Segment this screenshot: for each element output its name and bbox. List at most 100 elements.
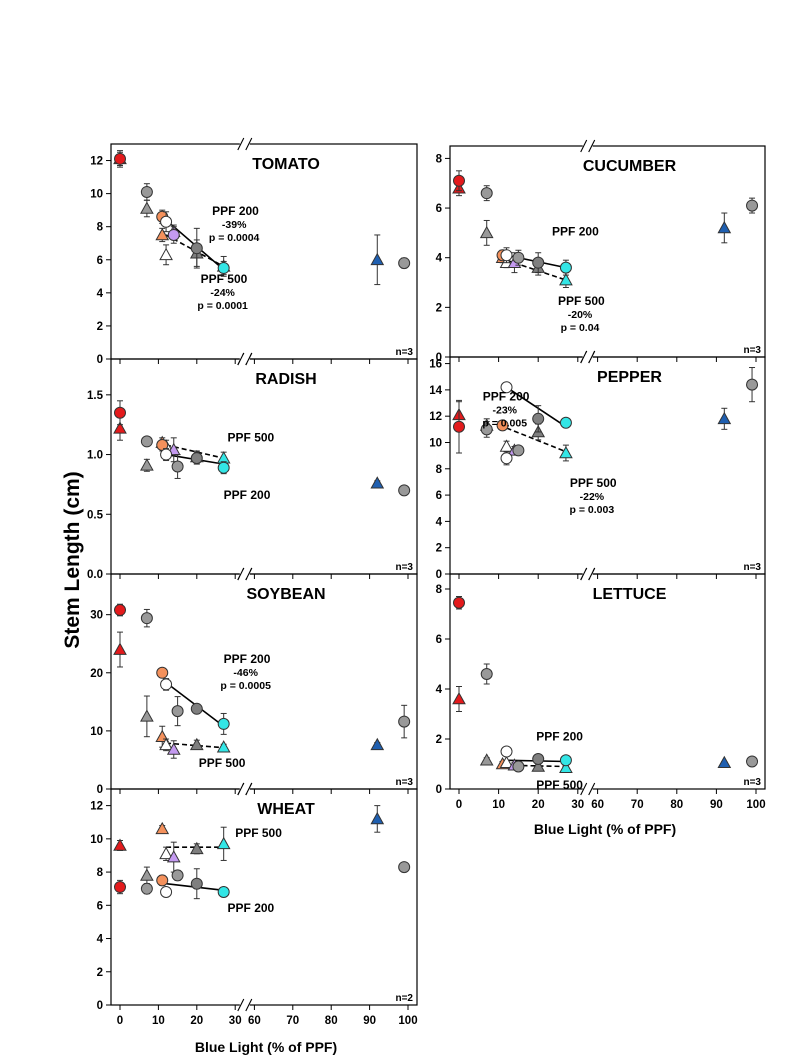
y-tick-label: 10 — [429, 437, 442, 449]
panel-title: TOMATO — [252, 156, 320, 173]
sample-size-label: n=3 — [743, 562, 761, 573]
x-tick-label: 60 — [248, 1015, 261, 1027]
annotation-stat: -22% — [580, 491, 605, 503]
y-tick-label: 1.0 — [87, 450, 103, 462]
axis-break-mark — [580, 567, 588, 581]
y-tick-label: 2 — [436, 734, 442, 746]
data-point-triangle — [113, 642, 127, 655]
axis-break-gap-top — [239, 570, 250, 578]
plot-frame — [110, 788, 418, 1006]
data-point-triangle — [370, 737, 385, 751]
annotation-label: PPF 200 — [224, 488, 271, 502]
data-point-circle — [453, 174, 465, 187]
x-tick-label: 80 — [325, 1015, 338, 1027]
data-point-triangle — [189, 841, 204, 855]
panel-title: CUCUMBER — [583, 158, 677, 175]
y-tick-label: 4 — [436, 684, 443, 696]
data-point-circle — [160, 886, 173, 899]
panel-radish: 0.0 0.5 1.0 1.5 RADISH n=3 PPF 500 PPF 200 — [87, 352, 418, 581]
data-point-circle — [532, 256, 545, 269]
axis-break-gap-bottom — [239, 1001, 250, 1009]
y-tick-label: 0 — [97, 1000, 103, 1012]
annotation-label: PPF 200 — [552, 224, 599, 238]
data-point-circle — [140, 435, 153, 448]
annotation-label: PPF 500 — [235, 826, 282, 840]
data-point-triangle — [717, 220, 732, 234]
y-tick-label: 4 — [436, 253, 443, 265]
axis-break-mark — [237, 998, 245, 1012]
axis-break-mark — [237, 352, 245, 366]
data-point-circle — [190, 877, 203, 890]
annotation-label: PPF 200 — [536, 729, 583, 743]
x-tick-label: 30 — [571, 799, 584, 811]
axis-break-mark — [588, 782, 596, 796]
data-point-circle — [746, 199, 759, 212]
plot-frame — [110, 143, 418, 360]
data-point-circle — [217, 886, 230, 899]
data-point-triangle — [216, 836, 231, 850]
annotation-label: PPF 200 — [224, 652, 271, 666]
plot-frame — [449, 145, 766, 358]
data-point-circle — [500, 452, 513, 465]
axis-break-gap-top — [582, 570, 593, 578]
axis-break-gap-top — [582, 142, 593, 150]
sample-size-label: n=3 — [743, 777, 761, 788]
y-tick-label: 0 — [436, 784, 442, 796]
x-tick-label: 10 — [152, 1015, 165, 1027]
y-tick-label: 14 — [429, 385, 442, 397]
x-tick-label: 100 — [398, 1015, 417, 1027]
axis-break-gap-top — [582, 353, 593, 361]
data-point-triangle — [140, 201, 154, 214]
x-tick-label: 0 — [456, 799, 462, 811]
fit-line-ppf-200 — [506, 386, 567, 428]
data-point-triangle — [559, 273, 573, 286]
data-point-circle — [500, 745, 513, 758]
y-tick-label: 8 — [436, 153, 443, 165]
annotation-label: PPF 500 — [558, 294, 605, 308]
axis-break-mark — [588, 350, 596, 364]
data-point-circle — [190, 702, 203, 715]
annotation-stat: -39% — [222, 219, 247, 231]
fit-line-ppf-500 — [506, 427, 567, 453]
axis-break-mark — [245, 567, 253, 581]
data-point-circle — [512, 444, 525, 457]
y-tick-label: 12 — [429, 411, 442, 423]
y-tick-label: 8 — [97, 867, 104, 879]
y-tick-label: 6 — [97, 255, 103, 267]
data-point-circle — [453, 596, 465, 609]
annotation-stat: -20% — [568, 309, 593, 321]
data-point-triangle — [370, 811, 385, 825]
data-point-circle — [171, 705, 184, 718]
data-point-circle — [167, 228, 180, 241]
x-tick-label: 70 — [286, 1015, 299, 1027]
annotation-label: PPF 200 — [483, 389, 530, 403]
data-point-circle — [746, 755, 759, 768]
panel-wheat: 0 2 4 6 8 10 12 0 10 20 30 60 70 80 90 100 WHEAT n=2 PPF 5… — [90, 782, 418, 1027]
x-tick-label: 90 — [710, 799, 723, 811]
data-point-circle — [140, 612, 153, 625]
x-tick-label: 10 — [492, 799, 505, 811]
panel-title: PEPPER — [597, 369, 662, 386]
annotation-stat: p = 0.04 — [561, 322, 600, 334]
y-tick-label: 6 — [436, 634, 442, 646]
plot-frame — [449, 573, 766, 790]
y-axis-label: Stem Length (cm) — [61, 471, 84, 648]
data-point-circle — [140, 882, 153, 895]
panel-cucumber: 0 2 4 6 8 CUCUMBER n=3 PPF 200 PPF 500-20%p = 0.… — [436, 139, 766, 364]
axis-break-gap-top — [239, 785, 250, 793]
sample-size-label: n=3 — [743, 345, 761, 356]
sample-size-label: n=3 — [395, 562, 413, 573]
data-point-circle — [480, 668, 493, 680]
panel-soybean: 0 10 20 30 SOYBEAN n=3 PPF 200-46%p = 0.0005 PP… — [90, 567, 418, 796]
y-tick-label: 2 — [436, 543, 442, 555]
y-tick-label: 4 — [97, 288, 104, 300]
data-point-circle — [559, 261, 572, 274]
y-tick-label: 0 — [97, 784, 103, 796]
data-point-triangle — [499, 755, 514, 769]
axis-break-mark — [245, 782, 253, 796]
data-point-circle — [217, 262, 230, 275]
data-point-triangle — [370, 476, 385, 489]
axis-break-mark — [237, 782, 245, 796]
data-point-circle — [217, 461, 230, 474]
x-axis-label-left: Blue Light (% of PPF) — [195, 1039, 337, 1055]
